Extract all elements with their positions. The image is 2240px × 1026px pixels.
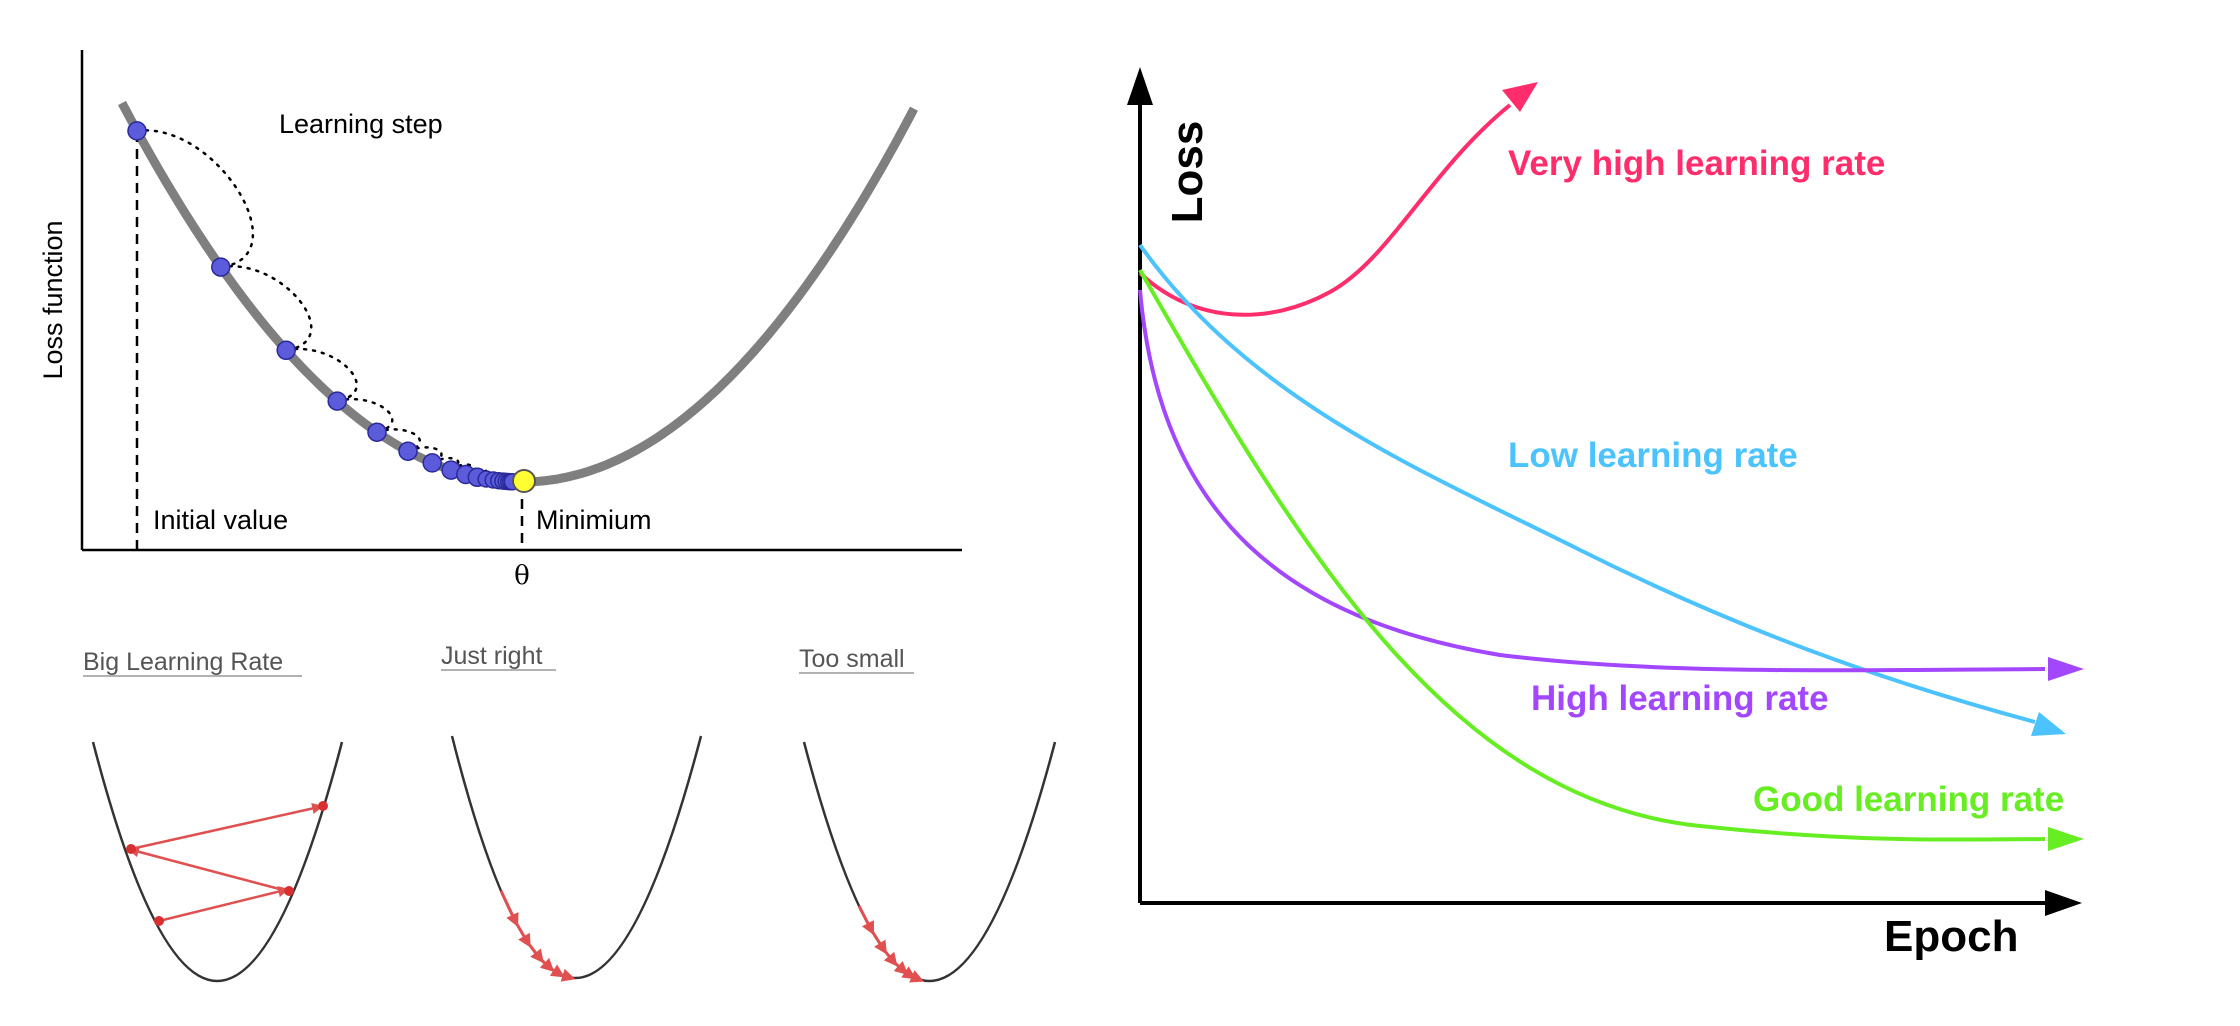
descent-arrow (893, 960, 909, 976)
descent-arrow (526, 942, 544, 964)
too-small-arrows (857, 905, 925, 983)
low-rate-label: Low learning rate (1508, 436, 1798, 475)
overshoot-arrow-3 (130, 802, 324, 851)
too-small-panel: Too small (799, 645, 1057, 983)
descent-point (211, 257, 231, 277)
descent-arrow (901, 966, 917, 980)
descent-arrow (909, 970, 925, 983)
descent-point (422, 453, 442, 473)
overshoot-point (154, 916, 164, 926)
descent-arrow (514, 921, 531, 948)
just-right-title: Just right (441, 642, 542, 670)
just-right-panel: Just right (441, 642, 703, 982)
low-rate-curve (1138, 243, 2036, 724)
descent-arrow (539, 957, 555, 972)
epoch-axis-label: Epoch (1884, 912, 2018, 961)
overshoot-point (284, 886, 294, 896)
loss-axis-label: Loss (1163, 121, 1212, 224)
descent-point (398, 441, 418, 461)
just-right-arrows (499, 890, 576, 982)
very-high-rate-label: Very high learning rate (1508, 144, 1885, 183)
descent-arrow (870, 929, 888, 955)
very-high-rate-arrowhead (1502, 82, 1538, 112)
overshoot-arrow-1 (158, 886, 290, 923)
high-rate-label: High learning rate (1531, 679, 1829, 718)
descent-arrow (549, 964, 565, 978)
good-rate-arrowhead (2048, 827, 2084, 851)
descent-arrow (559, 968, 576, 982)
too-small-title: Too small (799, 645, 905, 673)
big-learning-rate-panel: Big Learning Rate (83, 648, 344, 983)
low-rate-arrowhead (2031, 712, 2066, 736)
just-right-parabola (450, 735, 703, 980)
too-small-parabola (802, 741, 1057, 983)
loss-axis-arrowhead (1127, 67, 1153, 105)
high-rate-curve (1138, 289, 2046, 673)
minimum-label: Minimium (536, 505, 652, 535)
descent-point (276, 340, 296, 361)
big-learning-rate-title: Big Learning Rate (83, 648, 283, 676)
overshoot-point (126, 844, 136, 854)
minimum-point (512, 469, 536, 493)
very-high-rate-curve (1138, 103, 1512, 317)
epoch-axis-arrowhead (2045, 890, 2082, 916)
descent-point (127, 121, 147, 141)
descent-arrow (882, 949, 898, 967)
descent-point (327, 391, 347, 411)
overshoot-point (318, 801, 328, 811)
big-learning-rate-parabola (91, 741, 344, 983)
gradient-descent-panel: Loss function Learning step Initial valu… (38, 50, 962, 591)
good-rate-curve (1138, 269, 2046, 842)
theta-label: θ (514, 561, 530, 591)
descent-arrow (857, 905, 875, 936)
learning-step-hops (135, 129, 491, 481)
descent-point (367, 422, 387, 442)
learning-step-label: Learning step (279, 109, 443, 139)
loss-epoch-panel: Epoch Loss Very high learning rate Low l… (1127, 67, 2084, 961)
descent-points (127, 121, 522, 491)
loss-function-curve (118, 100, 918, 487)
high-rate-arrowhead (2048, 657, 2084, 681)
descent-arrow (499, 890, 519, 928)
overshoot-arrow-2 (127, 846, 288, 893)
gd-y-axis-label: Loss function (38, 220, 68, 379)
good-rate-label: Good learning rate (1753, 780, 2064, 819)
initial-value-label: Initial value (153, 505, 288, 535)
